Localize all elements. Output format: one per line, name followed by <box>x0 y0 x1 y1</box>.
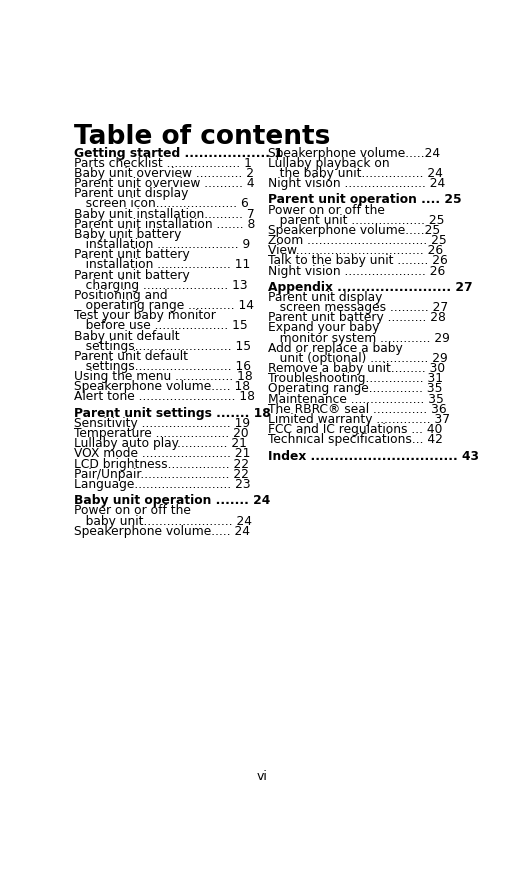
Text: Parent unit battery: Parent unit battery <box>74 268 190 282</box>
Text: installation ..................... 9: installation ..................... 9 <box>74 238 250 251</box>
Text: Talk to the baby unit ........ 26: Talk to the baby unit ........ 26 <box>268 255 447 267</box>
Text: Operating range.............. 35: Operating range.............. 35 <box>268 383 442 395</box>
Text: Language......................... 23: Language......................... 23 <box>74 478 251 491</box>
Text: Parts checklist ................... 1: Parts checklist ................... 1 <box>74 156 252 170</box>
Text: Parent unit operation .... 25: Parent unit operation .... 25 <box>268 193 461 207</box>
Text: baby unit....................... 24: baby unit....................... 24 <box>74 515 252 527</box>
Text: Parent unit settings ....... 18: Parent unit settings ....... 18 <box>74 407 271 420</box>
Text: Test your baby monitor: Test your baby monitor <box>74 309 216 322</box>
Text: Expand your baby: Expand your baby <box>268 322 379 334</box>
Text: Parent unit installation ....... 8: Parent unit installation ....... 8 <box>74 218 255 231</box>
Text: unit (optional) ............... 29: unit (optional) ............... 29 <box>268 352 447 365</box>
Text: Power on or off the: Power on or off the <box>268 204 385 216</box>
Text: Baby unit operation ....... 24: Baby unit operation ....... 24 <box>74 494 270 507</box>
Text: VOX mode ....................... 21: VOX mode ....................... 21 <box>74 448 250 460</box>
Text: settings......................... 15: settings......................... 15 <box>74 340 251 352</box>
Text: Positioning and: Positioning and <box>74 289 168 302</box>
Text: Getting started .................. 1: Getting started .................. 1 <box>74 147 283 159</box>
Text: LCD brightness................ 22: LCD brightness................ 22 <box>74 458 249 470</box>
Text: parent unit ................... 25: parent unit ................... 25 <box>268 214 444 227</box>
Text: Technical specifications... 42: Technical specifications... 42 <box>268 434 443 446</box>
Text: Lullaby auto play............. 21: Lullaby auto play............. 21 <box>74 437 247 451</box>
Text: screen messages .......... 27: screen messages .......... 27 <box>268 301 448 314</box>
Text: Baby unit battery: Baby unit battery <box>74 228 181 240</box>
Text: Limited warranty .............. 37: Limited warranty .............. 37 <box>268 413 450 426</box>
Text: Temperature ................... 20: Temperature ................... 20 <box>74 427 249 440</box>
Text: Add or replace a baby: Add or replace a baby <box>268 342 402 355</box>
Text: Pair/Unpair....................... 22: Pair/Unpair....................... 22 <box>74 468 249 481</box>
Text: Baby unit default: Baby unit default <box>74 330 180 342</box>
Text: Parent unit display: Parent unit display <box>268 291 382 304</box>
Text: before use ................... 15: before use ................... 15 <box>74 319 248 333</box>
Text: Parent unit default: Parent unit default <box>74 350 188 363</box>
Text: FCC and IC regulations ... 40: FCC and IC regulations ... 40 <box>268 423 442 436</box>
Text: Night vision ..................... 24: Night vision ..................... 24 <box>268 177 445 190</box>
Text: Sensitivity ....................... 19: Sensitivity ....................... 19 <box>74 417 250 430</box>
Text: Parent unit battery .......... 28: Parent unit battery .......... 28 <box>268 311 446 325</box>
Text: vi: vi <box>257 771 268 783</box>
Text: View................................. 26: View................................. 26 <box>268 244 443 257</box>
Text: Lullaby playback on: Lullaby playback on <box>268 156 390 170</box>
Text: Maintenance ................... 35: Maintenance ................... 35 <box>268 392 444 406</box>
Text: Night vision ..................... 26: Night vision ..................... 26 <box>268 265 445 277</box>
Text: operating range ............ 14: operating range ............ 14 <box>74 299 254 312</box>
Text: charging ...................... 13: charging ...................... 13 <box>74 279 248 291</box>
Text: Parent unit overview .......... 4: Parent unit overview .......... 4 <box>74 177 254 190</box>
Text: The RBRC® seal .............. 36: The RBRC® seal .............. 36 <box>268 403 446 416</box>
Text: Speakerphone volume..... 24: Speakerphone volume..... 24 <box>74 525 250 538</box>
Text: Index ............................... 43: Index ............................... 43 <box>268 450 479 462</box>
Text: settings......................... 16: settings......................... 16 <box>74 360 251 373</box>
Text: Alert tone ......................... 18: Alert tone ......................... 18 <box>74 391 255 403</box>
Text: Parent unit display: Parent unit display <box>74 187 188 200</box>
Text: Baby unit overview ............ 2: Baby unit overview ............ 2 <box>74 167 254 180</box>
Text: Speakerphone volume.....24: Speakerphone volume.....24 <box>268 147 440 159</box>
Text: Parent unit battery: Parent unit battery <box>74 249 190 261</box>
Text: Appendix ........................ 27: Appendix ........................ 27 <box>268 281 473 294</box>
Text: Troubleshooting............... 31: Troubleshooting............... 31 <box>268 372 443 385</box>
Text: Power on or off the: Power on or off the <box>74 504 191 518</box>
Text: Remove a baby unit......... 30: Remove a baby unit......... 30 <box>268 362 445 375</box>
Text: Baby unit installation.......... 7: Baby unit installation.......... 7 <box>74 207 254 221</box>
Text: installation ................... 11: installation ................... 11 <box>74 258 250 272</box>
Text: Using the menu ............... 18: Using the menu ............... 18 <box>74 370 253 384</box>
Text: Speakerphone volume..... 18: Speakerphone volume..... 18 <box>74 380 250 393</box>
Text: Zoom ............................... 25: Zoom ............................... 25 <box>268 234 446 247</box>
Text: monitor system ............. 29: monitor system ............. 29 <box>268 332 450 345</box>
Text: the baby unit................ 24: the baby unit................ 24 <box>268 167 443 180</box>
Text: screen icon..................... 6: screen icon..................... 6 <box>74 198 249 210</box>
Text: Speakerphone volume.....25: Speakerphone volume.....25 <box>268 224 440 237</box>
Text: Table of contents: Table of contents <box>74 124 330 150</box>
